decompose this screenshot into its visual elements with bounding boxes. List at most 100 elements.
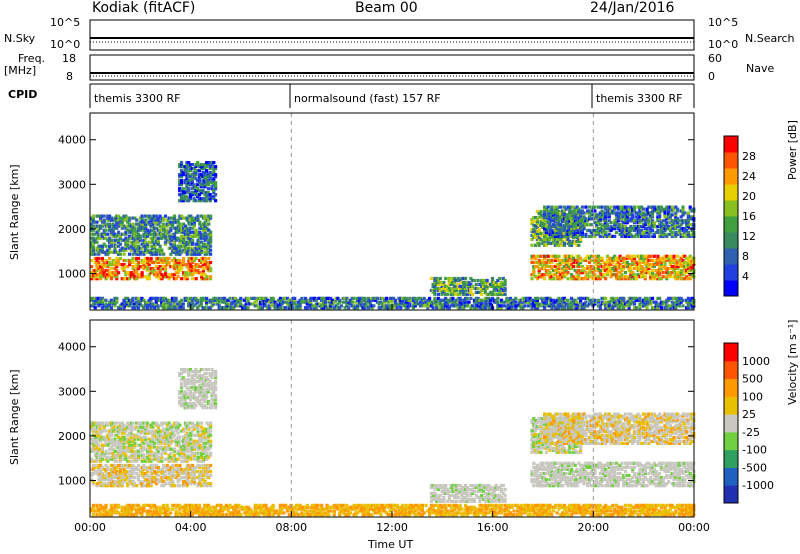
echo-cell [541,258,545,262]
echo-cell [503,304,507,308]
echo-cell [104,244,108,248]
echo-cell [136,425,141,429]
echo-cell [126,240,130,244]
echo-cell [676,217,680,221]
echo-cell [674,258,678,262]
echo-cell [571,239,575,243]
echo-cell [153,232,157,236]
echo-cell [596,232,601,236]
echo-cell [553,205,557,209]
echo-cell [131,443,135,447]
echo-cell [203,250,207,254]
echo-cell [136,244,141,248]
echo-cell [122,447,126,451]
echo-cell [206,191,210,195]
echo-cell [133,234,137,238]
echo-cell [654,260,658,264]
echo-cell [598,228,602,233]
echo-cell [191,470,195,474]
echo-cell [458,286,462,290]
echo-cell [600,227,604,231]
echo-cell [131,267,135,271]
echo-cell [185,467,189,472]
echo-cell [142,306,146,310]
echo-cell [596,227,601,231]
echo-cell [649,215,653,219]
echo-cell [90,244,94,248]
echo-cell [562,296,566,300]
echo-cell [674,211,678,215]
echo-cell [661,209,665,213]
echo-cell [140,246,144,250]
echo-cell [681,207,685,211]
echo-cell [109,273,113,277]
echo-cell [620,266,624,271]
echo-cell [182,484,186,488]
echo-cell [552,211,556,215]
echo-cell [595,266,599,271]
echo-cell [100,214,104,218]
echo-cell [656,254,660,258]
echo-cell [451,304,455,308]
echo-cell [201,163,205,167]
echo-cell [681,262,685,266]
echo-cell [577,296,581,300]
echo-cell [534,233,538,237]
echo-cell [471,284,475,288]
echo-cell [181,171,185,175]
echo-cell [665,275,669,279]
echo-cell [330,300,335,304]
echo-cell [115,260,119,265]
echo-cell [614,211,619,215]
echo-cell [544,298,548,302]
echo-cell [419,302,423,306]
echo-cell [97,457,101,461]
echo-cell [142,232,146,236]
echo-cell [685,262,689,266]
echo-cell [117,232,121,236]
echo-cell [154,482,159,486]
echo-cell [97,296,101,300]
echo-cell [614,302,619,306]
echo-cell [607,228,611,233]
echo-cell [140,218,144,222]
echo-cell [212,197,216,201]
echo-cell [163,267,168,271]
echo-cell [203,177,207,181]
echo-cell [338,298,342,302]
echo-cell [562,228,566,233]
echo-cell [415,302,419,306]
echo-cell [672,306,676,310]
echo-cell [201,175,205,179]
echo-cell [311,304,315,308]
echo-cell [320,298,324,302]
echo-cell [643,254,647,258]
echo-cell [392,306,396,310]
echo-cell [544,296,548,300]
echo-cell [544,254,548,258]
echo-cell [449,298,453,302]
echo-cell [677,230,681,235]
echo-cell [178,463,182,468]
echo-cell [149,218,153,222]
echo-cell [127,271,132,275]
echo-cell [544,302,548,306]
echo-cell [158,214,162,218]
echo-cell [561,296,565,300]
echo-cell [607,258,611,262]
echo-cell [200,258,204,263]
echo-cell [614,217,619,221]
echo-cell [185,271,189,275]
echo-cell [142,467,146,472]
echo-cell [534,256,538,260]
echo-cell [686,232,690,236]
echo-cell [668,215,672,219]
echo-cell [111,472,115,476]
echo-cell [131,232,135,236]
echo-cell [143,300,148,304]
echo-cell [197,199,202,203]
echo-cell [91,218,95,222]
echo-cell [607,269,611,273]
echo-cell [194,234,198,238]
echo-cell [127,441,132,445]
